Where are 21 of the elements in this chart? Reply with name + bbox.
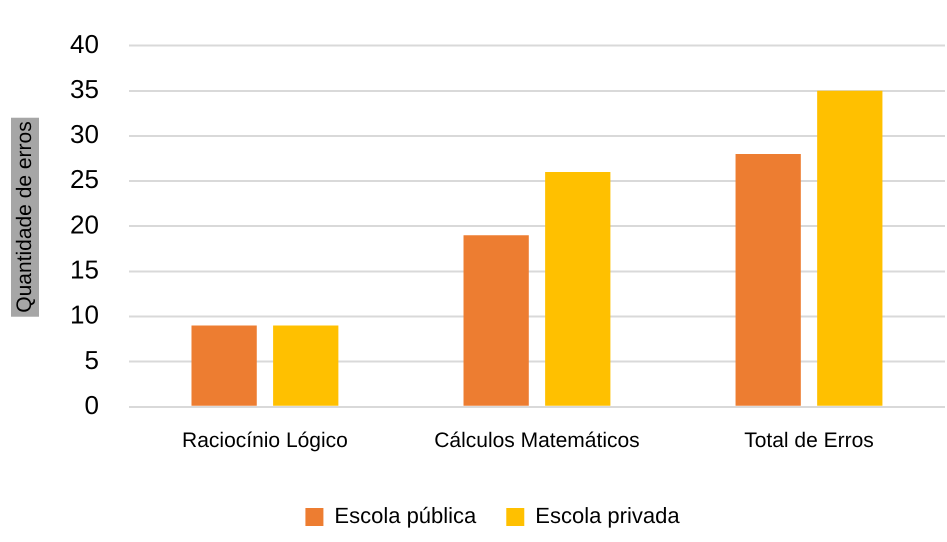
bar <box>817 90 882 406</box>
bar <box>191 326 257 406</box>
y-tick-label: 40 <box>70 28 99 59</box>
y-tick-label: 5 <box>84 344 99 375</box>
y-tick-label: 10 <box>70 300 99 330</box>
bar <box>273 326 338 406</box>
legend-label: Escola privada <box>535 503 680 528</box>
y-axis-title: Quantidade de erros <box>11 117 39 317</box>
y-tick-label: 35 <box>70 74 99 104</box>
legend-label: Escola pública <box>334 503 478 528</box>
x-tick-label: Cálculos Matemáticos <box>434 429 640 452</box>
y-tick-label: 25 <box>70 164 99 194</box>
bar <box>464 235 529 406</box>
y-tick-label: 15 <box>70 254 99 285</box>
x-tick-label: Total de Erros <box>744 429 874 452</box>
y-tick-label: 20 <box>70 209 99 240</box>
y-tick-label: 30 <box>70 119 99 150</box>
bar <box>545 172 610 406</box>
y-tick-label: 0 <box>84 390 99 420</box>
bar <box>736 154 801 406</box>
x-tick-label: Raciocínio Lógico <box>182 429 348 452</box>
